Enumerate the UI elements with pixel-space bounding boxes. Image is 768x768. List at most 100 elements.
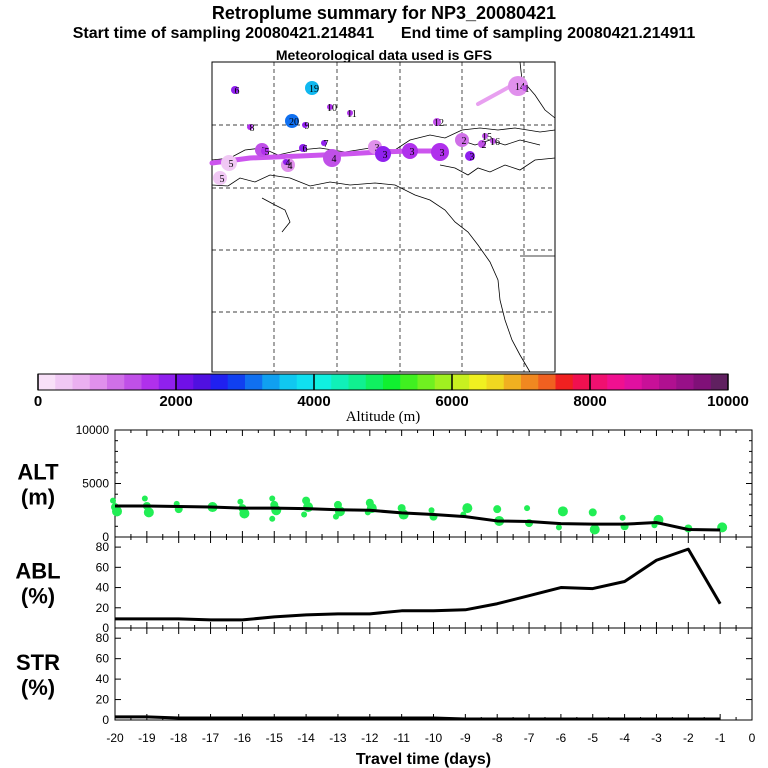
colorbar-tick-label: 6000 (435, 393, 468, 410)
colorbar-tick-label: 10000 (707, 393, 749, 410)
y-tick-label: 80 (96, 631, 110, 645)
trajectory-label: 3 (375, 143, 380, 154)
trajectory-point (482, 133, 488, 139)
trajectory-label: 15 (482, 132, 492, 143)
altitude-point (619, 514, 626, 521)
panel-frame (114, 627, 753, 721)
trajectory-label: 5 (220, 174, 225, 185)
colorbar-tick-label: 4000 (297, 393, 330, 410)
trajectory-label: 4 (286, 158, 291, 169)
x-axis-title: Travel time (days) (356, 751, 491, 768)
colorbar-swatch (624, 374, 643, 390)
colorbar-swatch (521, 374, 539, 390)
y-tick-label: 0 (102, 713, 109, 727)
colorbar-swatch (538, 374, 556, 390)
x-tick-label: -16 (234, 731, 252, 745)
colorbar-swatch (141, 374, 160, 390)
panel-label: (m) (21, 485, 55, 510)
altitude-point (493, 505, 502, 514)
colorbar-swatch (486, 374, 505, 390)
x-tick-label: -10 (425, 731, 443, 745)
trajectory-label: 3 (440, 148, 445, 159)
colorbar-swatch (590, 374, 608, 390)
x-tick-label: 0 (749, 731, 756, 745)
colorbar-swatch (383, 374, 401, 390)
y-tick-label: 80 (96, 540, 110, 554)
colorbar-swatch (124, 374, 142, 390)
trajectory-point (221, 155, 237, 171)
colorbar-swatch (193, 374, 211, 390)
altitude-point (524, 505, 531, 512)
x-tick-label: -15 (266, 731, 284, 745)
colorbar-swatch (693, 374, 712, 390)
trajectory-label: 2 (462, 136, 467, 147)
x-tick-label: -12 (361, 731, 379, 745)
colorbar-swatch (400, 374, 418, 390)
trajectory-label: 5 (265, 147, 270, 158)
x-tick-label: -19 (138, 731, 156, 745)
colorbar-swatch (72, 374, 91, 390)
y-tick-label: 60 (96, 652, 110, 666)
colorbar-swatch (279, 374, 298, 390)
colorbar-swatch (469, 374, 487, 390)
trajectory-point (321, 140, 327, 146)
series-line (115, 715, 721, 721)
x-tick-label: -18 (170, 731, 188, 745)
trajectory-label: 9 (305, 121, 310, 132)
colorbar-swatch (659, 374, 677, 390)
start-time: Start time of sampling 20080421.214841 (72, 25, 375, 42)
trajectory-label: 3 (410, 147, 415, 158)
trajectory-point (285, 114, 299, 128)
trajectory-label: 11 (347, 109, 357, 120)
altitude-point (269, 515, 276, 522)
x-tick-label: -9 (460, 731, 471, 745)
sampling-times: Start time of sampling 20080421.214841 E… (0, 25, 768, 43)
colorbar-swatch (710, 374, 729, 390)
colorbar-swatch (227, 374, 246, 390)
colorbar-swatch (262, 374, 280, 390)
colorbar-swatch (89, 374, 108, 390)
x-tick-label: -2 (683, 731, 694, 745)
trajectory-point (213, 171, 227, 185)
y-tick-label: 60 (96, 560, 110, 574)
colorbar-swatch (641, 374, 660, 390)
trajectory-label: 2 (482, 140, 487, 151)
panel-label: ALT (17, 460, 59, 485)
altitude-point (589, 524, 600, 535)
trajectory-label: 14 (515, 82, 525, 93)
colorbar-swatch (607, 374, 625, 390)
colorbar-swatch (676, 374, 694, 390)
colorbar-swatch (107, 374, 125, 390)
colorbar-swatch (417, 374, 436, 390)
trajectory-label: 20 (289, 117, 299, 128)
altitude-point (112, 506, 122, 517)
y-tick-label: 10000 (76, 423, 110, 437)
met-data-line: Meteorological data used is GFS (275, 47, 493, 63)
altitude-point (269, 495, 276, 502)
colorbar-swatch (452, 374, 470, 390)
chart-title: Retroplume summary for NP3_20080421 (211, 3, 557, 23)
panel-label: (%) (21, 675, 55, 700)
trajectory-label: 4 (288, 161, 293, 172)
colorbar-swatch (572, 374, 591, 390)
y-tick-label: 20 (96, 693, 110, 707)
trajectory-point (490, 138, 496, 144)
x-tick-label: -4 (619, 731, 630, 745)
colorbar-swatch (55, 374, 73, 390)
colorbar-swatch (314, 374, 332, 390)
map-frame (211, 61, 556, 373)
trajectory-point (261, 147, 269, 155)
colorbar-swatch (434, 374, 453, 390)
trajectory-point (247, 124, 253, 130)
trajectory-point (283, 159, 289, 165)
trajectory-point (347, 110, 353, 116)
altitude-point (237, 498, 244, 505)
trajectory-point (323, 149, 341, 167)
trajectory-label: 7 (324, 139, 329, 150)
trajectory-label: 4 (332, 154, 337, 165)
panel-label: (%) (21, 584, 55, 609)
trajectory-point (402, 143, 418, 159)
altitude-point (301, 511, 308, 518)
colorbar-title: Altitude (m) (346, 409, 421, 425)
